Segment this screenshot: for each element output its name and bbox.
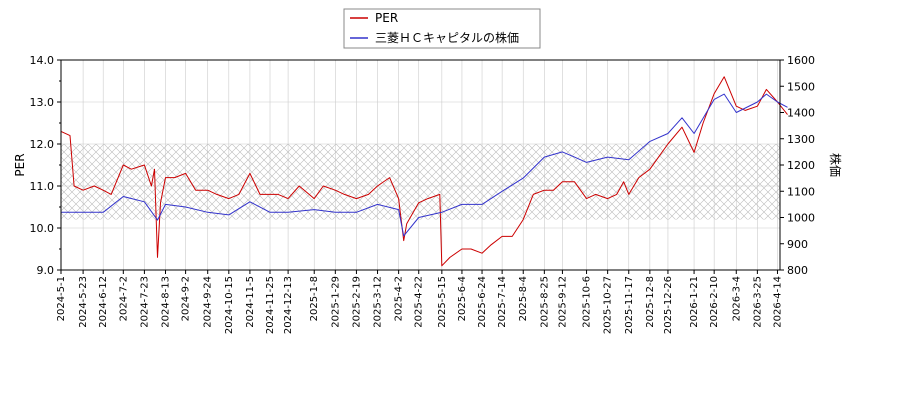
y-left-tick-label: 14.0 — [30, 54, 55, 67]
x-tick-label: 2024-9-24 — [203, 276, 214, 328]
legend-label-price: 三菱ＨＣキャピタルの株価 — [375, 30, 519, 45]
x-tick-label: 2025-10-6 — [582, 276, 593, 328]
legend-box — [343, 8, 541, 49]
y-right-tick-label: 1600 — [787, 54, 815, 67]
x-tick-label: 2025-1-29 — [330, 276, 341, 328]
series-line-price — [61, 93, 788, 237]
x-tick-label: 2025-5-15 — [437, 276, 448, 328]
legend-label-per: PER — [375, 11, 398, 25]
axes: 2024-5-1 2024-5-23 2024-6-12 2024-7-2 2024-7… — [30, 54, 816, 334]
x-tick-label: 2024-12-13 — [283, 276, 294, 334]
x-tick-label: 2025-4-2 — [394, 276, 405, 321]
x-tick-label: 2025-2-19 — [351, 276, 362, 328]
y-right-tick-label: 1400 — [787, 107, 815, 120]
x-tick-label: 2025-12-8 — [645, 276, 656, 328]
y-right-tick-label: 1200 — [787, 159, 815, 172]
series-layer — [60, 76, 788, 267]
x-tick-label: 2025-8-25 — [539, 276, 550, 328]
x-tick-label: 2025-9-12 — [557, 276, 568, 328]
x-tick-label: 2024-11-5 — [245, 276, 256, 328]
x-tick-label: 2025-12-26 — [663, 276, 674, 334]
x-tick-label: 2024-7-2 — [118, 276, 129, 321]
x-tick-label: 2025-11-17 — [624, 276, 635, 334]
y-left-tick-label: 10.0 — [30, 222, 55, 235]
x-tick-label: 2026-3-25 — [752, 276, 763, 328]
y-left-tick-label: 11.0 — [30, 180, 55, 193]
y-right-tick-label: 1300 — [787, 133, 815, 146]
hatched-band — [61, 144, 780, 220]
x-tick-label: 2024-5-1 — [56, 276, 67, 321]
x-tick-label: 2025-6-24 — [477, 276, 488, 328]
x-tick-label: 2025-6-4 — [457, 276, 468, 321]
x-tick-label: 2024-10-15 — [224, 276, 235, 334]
legend: PER 三菱ＨＣキャピタルの株価 — [343, 8, 541, 49]
x-tick-label: 2024-9-2 — [181, 276, 192, 321]
x-tick-label: 2024-7-23 — [139, 276, 150, 328]
y-right-tick-label: 1100 — [787, 185, 815, 198]
x-tick-label: 2026-3-4 — [731, 276, 742, 321]
x-tick-label: 2025-1-8 — [309, 276, 320, 321]
y-left-tick-label: 13.0 — [30, 96, 55, 109]
x-tick-label: 2024-6-12 — [98, 276, 109, 328]
x-tick-label: 2026-4-14 — [772, 276, 783, 328]
series-line-per — [60, 76, 788, 267]
x-tick-label: 2025-3-12 — [373, 276, 384, 328]
x-tick-label: 2025-7-14 — [497, 276, 508, 328]
x-tick-label: 2024-11-25 — [265, 276, 276, 334]
y-axis-right-title: 株価 — [828, 153, 843, 177]
y-right-tick-label: 1000 — [787, 212, 815, 225]
y-right-tick-label: 1500 — [787, 80, 815, 93]
y-axis-left-title: PER — [13, 153, 27, 176]
x-tick-label: 2024-5-23 — [78, 276, 89, 328]
x-tick-label: 2025-4-22 — [414, 276, 425, 328]
y-right-tick-label: 900 — [787, 238, 808, 251]
x-tick-label: 2026-1-21 — [689, 276, 700, 328]
x-tick-label: 2026-2-10 — [709, 276, 720, 328]
y-left-tick-label: 9.0 — [37, 264, 55, 277]
x-tick-label: 2024-8-13 — [161, 276, 172, 328]
y-left-tick-label: 12.0 — [30, 138, 55, 151]
x-tick-label: 2025-8-4 — [518, 276, 529, 321]
y-right-tick-label: 800 — [787, 264, 808, 277]
x-tick-label: 2025-10-27 — [603, 276, 614, 334]
